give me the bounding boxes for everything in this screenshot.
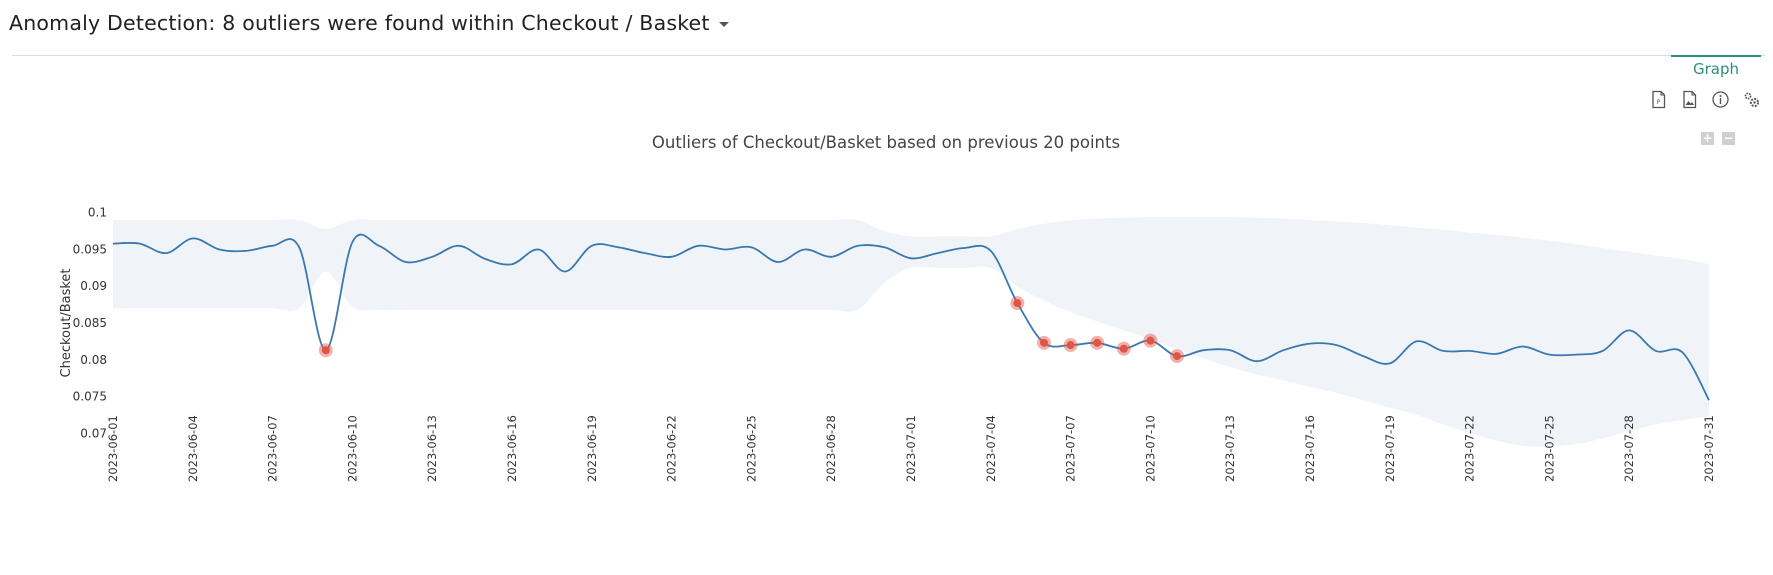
zoom-in-button[interactable]: + [1701, 131, 1714, 145]
y-tick-label: 0.09 [80, 279, 107, 293]
settings-icon[interactable] [1742, 90, 1761, 109]
x-tick-label: 2023-06-04 [186, 415, 200, 482]
confidence-band [113, 217, 1709, 447]
y-axis-label: Checkout/Basket [59, 268, 74, 377]
x-tick-label: 2023-07-25 [1542, 415, 1556, 482]
x-tick-label: 2023-07-10 [1143, 415, 1157, 482]
x-tick-label: 2023-06-13 [425, 415, 439, 482]
x-tick-label: 2023-07-01 [904, 415, 918, 482]
outlier-point [1116, 341, 1131, 356]
series-line [112, 233, 1710, 401]
x-tick-label: 2023-07-13 [1223, 415, 1237, 482]
x-tick-label: 2023-07-31 [1702, 415, 1716, 482]
export-image-icon[interactable] [1680, 90, 1699, 109]
x-tick-label: 2023-07-28 [1622, 415, 1636, 482]
x-tick-label: 2023-06-28 [824, 415, 838, 482]
chart-toolbar: P [1649, 90, 1761, 109]
x-tick-label: 2023-06-10 [345, 415, 359, 482]
y-tick-label: 0.1 [88, 206, 107, 220]
outlier-point [1143, 333, 1158, 348]
x-tick-label: 2023-06-16 [505, 415, 519, 482]
x-tick-label: 2023-07-16 [1303, 415, 1317, 482]
divider [12, 55, 1765, 56]
outlier-point [1170, 349, 1184, 364]
outlier-point [1010, 296, 1025, 311]
info-icon[interactable] [1711, 90, 1730, 109]
export-pdf-icon[interactable]: P [1649, 90, 1668, 109]
outlier-point [1090, 335, 1105, 350]
x-tick-label: 2023-06-25 [744, 415, 758, 482]
x-tick-label: 2023-07-04 [984, 415, 998, 482]
chart-title: Outliers of Checkout/Basket based on pre… [652, 133, 1120, 152]
svg-text:P: P [1657, 99, 1661, 106]
chevron-down-icon[interactable] [718, 22, 729, 27]
x-tick-label: 2023-06-19 [585, 415, 599, 482]
tab-graph[interactable]: Graph [1671, 55, 1761, 81]
y-tick-label: 0.095 [73, 242, 107, 256]
x-tick-label: 2023-06-22 [665, 415, 679, 482]
y-tick-label: 0.085 [73, 316, 107, 330]
page-title: Anomaly Detection: 8 outliers were found… [9, 11, 710, 35]
zoom-out-button[interactable]: − [1722, 131, 1735, 145]
y-tick-label: 0.075 [73, 390, 107, 404]
outlier-point [318, 343, 333, 358]
x-tick-label: 2023-06-07 [266, 415, 280, 482]
outlier-point [1063, 338, 1078, 353]
x-tick-label: 2023-07-19 [1383, 415, 1397, 482]
x-tick-label: 2023-06-01 [106, 415, 120, 482]
y-tick-label: 0.08 [80, 353, 107, 367]
outlier-point [1037, 335, 1051, 350]
zoom-controls: + − [1701, 132, 1735, 145]
header: Anomaly Detection: 8 outliers were found… [9, 8, 729, 38]
x-tick-label: 2023-07-07 [1064, 415, 1078, 482]
y-tick-label: 0.07 [80, 426, 107, 440]
x-tick-label: 2023-07-22 [1463, 415, 1477, 482]
